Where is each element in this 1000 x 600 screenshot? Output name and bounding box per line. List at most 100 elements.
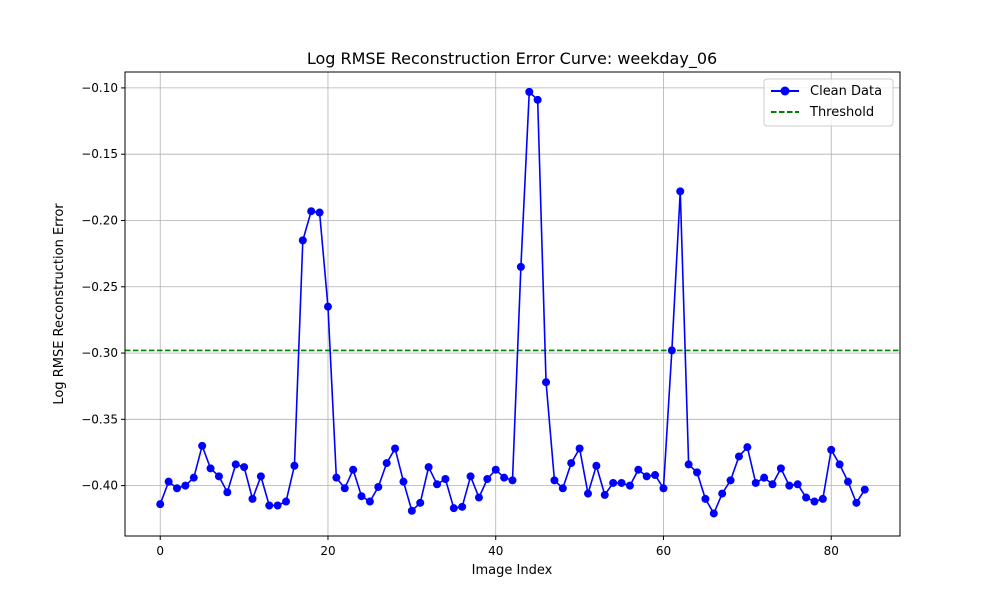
data-point	[843, 477, 852, 486]
data-point	[214, 472, 223, 481]
data-point	[751, 478, 760, 487]
data-point	[609, 478, 618, 487]
data-point	[424, 463, 433, 472]
data-point	[181, 481, 190, 490]
grid	[125, 72, 900, 536]
data-point	[298, 236, 307, 245]
y-tick-label: −0.40	[81, 479, 118, 493]
data-point	[315, 208, 324, 217]
data-point	[852, 498, 861, 507]
data-point	[466, 472, 475, 481]
data-point	[583, 489, 592, 498]
x-tick-label: 40	[488, 544, 503, 558]
data-point	[659, 484, 668, 493]
data-point	[693, 468, 702, 477]
data-point	[231, 460, 240, 469]
data-point	[282, 497, 291, 506]
data-point	[340, 484, 349, 493]
plot-area-frame	[124, 71, 901, 537]
data-point	[223, 488, 232, 497]
data-point	[449, 504, 458, 513]
y-tick-label: −0.25	[81, 280, 118, 294]
data-point	[592, 461, 601, 470]
y-tick-label: −0.15	[81, 147, 118, 161]
legend-label-clean-data: Clean Data	[810, 84, 882, 99]
data-point	[458, 502, 467, 511]
data-point	[273, 501, 282, 510]
data-point	[433, 480, 442, 489]
x-axis-ticks: 0 20 40 60 80	[156, 536, 839, 558]
data-point	[676, 187, 685, 196]
data-point	[651, 471, 660, 480]
y-tick-label: −0.20	[81, 213, 118, 227]
data-point	[374, 482, 383, 491]
data-point	[793, 480, 802, 489]
data-point	[483, 474, 492, 483]
y-axis-ticks: −0.10 −0.15 −0.20 −0.25 −0.30 −0.35 −0.40	[81, 81, 125, 493]
data-point	[701, 494, 710, 503]
data-point	[164, 477, 173, 486]
data-point	[818, 494, 827, 503]
data-point	[634, 465, 643, 474]
data-point	[835, 460, 844, 469]
data-point	[189, 473, 198, 482]
data-point	[198, 441, 207, 450]
data-point	[365, 497, 374, 506]
data-point	[726, 476, 735, 485]
data-point	[500, 473, 509, 482]
data-point	[265, 501, 274, 510]
data-point	[785, 481, 794, 490]
x-tick-label: 0	[156, 544, 164, 558]
data-point	[550, 476, 559, 485]
data-point	[382, 459, 391, 468]
legend-marker-clean-data	[780, 86, 790, 96]
data-point	[416, 498, 425, 507]
data-point	[240, 463, 249, 472]
y-tick-label: −0.30	[81, 346, 118, 360]
data-point	[533, 95, 542, 104]
data-point	[600, 490, 609, 499]
data-point	[802, 493, 811, 502]
y-axis-label: Log RMSE Reconstruction Error	[52, 203, 67, 405]
data-point	[156, 500, 165, 509]
series-points	[156, 87, 869, 518]
x-tick-label: 20	[320, 544, 335, 558]
x-axis-label: Image Index	[472, 563, 553, 578]
data-point	[516, 262, 525, 271]
data-point	[391, 444, 400, 453]
data-point	[474, 493, 483, 502]
legend: Clean Data Threshold	[763, 78, 894, 127]
data-point	[248, 494, 257, 503]
data-point	[525, 87, 534, 96]
x-tick-label: 60	[656, 544, 671, 558]
data-point	[827, 445, 836, 454]
chart-title: Log RMSE Reconstruction Error Curve: wee…	[307, 49, 717, 69]
data-point	[349, 465, 358, 474]
data-point	[256, 472, 265, 481]
y-tick-label: −0.35	[81, 412, 118, 426]
data-point	[709, 509, 718, 518]
data-point	[399, 477, 408, 486]
data-point	[558, 484, 567, 493]
data-point	[575, 444, 584, 453]
y-tick-label: −0.10	[81, 81, 118, 95]
x-tick-label: 80	[824, 544, 839, 558]
legend-label-threshold: Threshold	[809, 105, 874, 120]
data-point	[743, 443, 752, 452]
data-point	[332, 473, 341, 482]
data-point	[642, 472, 651, 481]
data-point	[776, 464, 785, 473]
data-point	[734, 452, 743, 461]
data-point	[567, 459, 576, 468]
data-point	[667, 346, 676, 355]
data-point	[684, 460, 693, 469]
data-point	[768, 480, 777, 489]
data-point	[617, 478, 626, 487]
data-point	[206, 464, 215, 473]
data-point	[508, 476, 517, 485]
data-point	[290, 461, 299, 470]
data-point	[810, 497, 819, 506]
data-point	[357, 492, 366, 501]
data-point	[491, 465, 500, 474]
